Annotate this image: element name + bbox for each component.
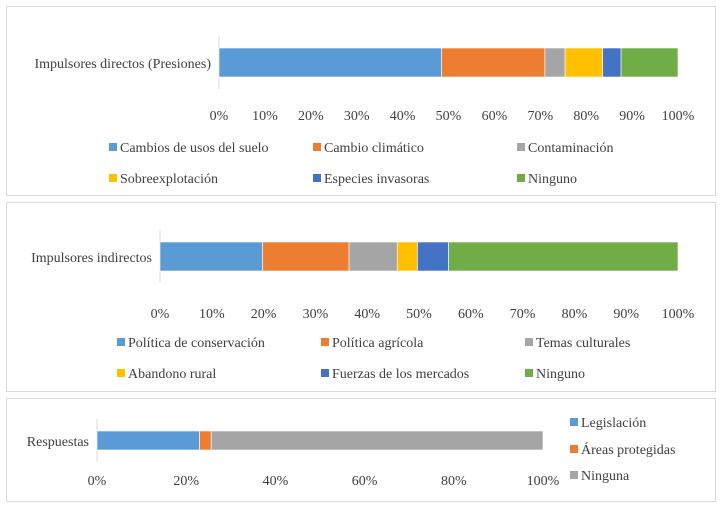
legend-swatch (313, 143, 321, 151)
tick-label: 100% (662, 109, 695, 124)
tick-label: 70% (527, 109, 553, 124)
tick-label: 80% (573, 109, 599, 124)
tick-label: 80% (562, 307, 588, 322)
legend-swatch (109, 143, 117, 151)
bar-segment (210, 430, 544, 451)
bar-segment (564, 47, 604, 78)
legend-label: Especies invasoras (324, 172, 429, 187)
legend-swatch (321, 338, 329, 346)
tick-label: 20% (298, 109, 324, 124)
tick-label: 50% (406, 307, 432, 322)
category-label: Impulsores directos (Presiones) (34, 57, 211, 72)
bar-segment (348, 241, 398, 272)
bar-segment (417, 241, 449, 272)
tick-label: 0% (88, 474, 107, 489)
tick-label: 40% (390, 109, 416, 124)
bar-segment (396, 241, 418, 272)
bar-segment (262, 241, 350, 272)
bar-segment (199, 430, 212, 451)
legend-label: Ninguna (581, 469, 630, 484)
legend-label: Cambio climático (324, 141, 424, 156)
legend-swatch (570, 471, 578, 479)
legend-label: Ninguno (528, 172, 577, 187)
chart-responses: Respuestas 0% 20% 40% 60% 80% 100% Legislación Á… (27, 416, 676, 489)
chart-panel-responses: Respuestas 0% 20% 40% 60% 80% 100% Legislación Á… (6, 398, 716, 502)
legend-swatch (525, 369, 533, 377)
legend-swatch (517, 174, 525, 182)
tick-label: 100% (662, 307, 695, 322)
legend-swatch (525, 338, 533, 346)
legend-label: Temas culturales (536, 336, 630, 351)
bar-segment (602, 47, 622, 78)
legend-swatch (570, 418, 578, 426)
tick-label: 80% (441, 474, 467, 489)
legend-swatch (321, 369, 329, 377)
tick-label: 40% (354, 307, 380, 322)
tick-label: 30% (303, 307, 329, 322)
bar-segment (218, 47, 442, 78)
legend-label: Legislación (581, 416, 646, 431)
chart-direct-drivers: Impulsores directos (Presiones) 0% 10% 20% 3… (34, 36, 695, 187)
tick-label: 0% (210, 109, 229, 124)
tick-label: 60% (458, 307, 484, 322)
legend-swatch (109, 174, 117, 182)
tick-label: 10% (199, 307, 225, 322)
tick-label: 60% (482, 109, 508, 124)
legend-swatch (570, 445, 578, 453)
legend-swatch (117, 369, 125, 377)
tick-label: 20% (173, 474, 199, 489)
legend-label: Abandono rural (128, 367, 216, 382)
legend-swatch (117, 338, 125, 346)
bar-segment (448, 241, 679, 272)
category-label: Impulsores indirectos (31, 251, 152, 266)
tick-label: 20% (251, 307, 277, 322)
category-label: Respuestas (27, 435, 89, 450)
tick-label: 30% (344, 109, 370, 124)
legend-label: Política de conservación (128, 336, 265, 351)
tick-label: 10% (252, 109, 278, 124)
legend-label: Fuerzas de los mercados (332, 367, 469, 382)
chart-indirect-drivers: Impulsores indirectos 0% 10% 20% 30% 40% 50% 60… (31, 230, 695, 382)
tick-label: 90% (619, 109, 645, 124)
bar-segment (620, 47, 679, 78)
legend-label: Ninguno (536, 367, 585, 382)
legend-swatch (517, 143, 525, 151)
tick-label: 40% (263, 474, 289, 489)
bar-segment (441, 47, 546, 78)
legend-label: Política agrícola (332, 336, 424, 351)
tick-label: 50% (436, 109, 462, 124)
tick-label: 60% (352, 474, 378, 489)
bar-segment (159, 241, 263, 272)
legend-swatch (313, 174, 321, 182)
legend-label: Sobreexplotación (120, 172, 218, 187)
legend-label: Cambios de usos del suelo (120, 141, 269, 156)
tick-label: 90% (613, 307, 639, 322)
bar-segment (544, 47, 566, 78)
chart-panel-direct-drivers: Impulsores directos (Presiones) 0% 10% 20% 3… (6, 6, 716, 196)
bar-segment (96, 430, 200, 451)
chart-panel-indirect-drivers: Impulsores indirectos 0% 10% 20% 30% 40% 50% 60… (6, 202, 716, 392)
legend-label: Áreas protegidas (581, 441, 675, 458)
tick-label: 0% (151, 307, 170, 322)
tick-label: 70% (510, 307, 536, 322)
legend-label: Contaminación (528, 141, 614, 156)
tick-label: 100% (527, 474, 560, 489)
